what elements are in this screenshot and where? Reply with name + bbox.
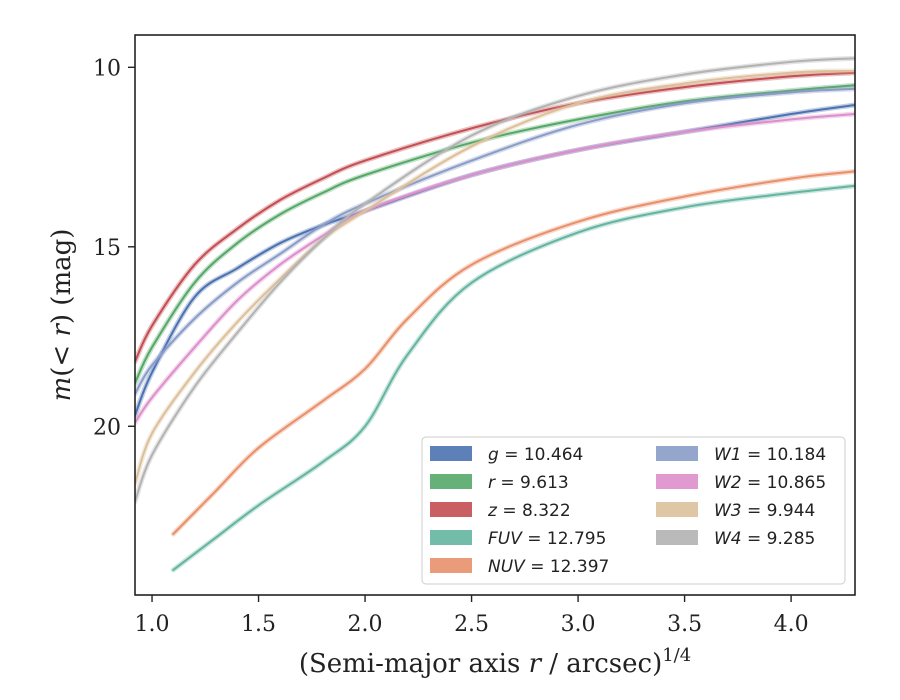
legend-label-w1: W1 = 10.184 [714,445,826,465]
legend-swatch-w2 [656,474,698,489]
legend-swatch-w3 [656,502,698,517]
ticks-layer: 1.0 1.5 2.0 2.5 3.0 3.5 4.0 10 15 20 [93,56,809,637]
legend-swatch-w1 [656,446,698,461]
legend-swatch-z [430,502,472,517]
x-tick-label: 1.5 [241,612,276,637]
legend-label-w2: W2 = 10.865 [714,473,826,493]
x-tick-label: 1.0 [135,612,170,637]
legend-label-w3: W3 = 9.944 [714,501,815,521]
series-line-nuv [172,170,855,535]
plot-frame [134,34,856,596]
x-axis-label: (Semi-major axis r / arcsec)1/4 [299,645,691,679]
legend-swatch-fuv [430,530,472,545]
legend-label-fuv: FUV = 12.795 [488,529,606,549]
legend-swatch-nuv [430,558,472,573]
x-tick-label: 2.0 [348,612,383,637]
series-line-fuv [172,184,855,571]
x-tick-label: 3.0 [561,612,596,637]
series-line-w3 [135,69,855,485]
legend: g = 10.464 r = 9.613 z = 8.322 FUV = 12.795… [421,436,846,585]
series-line-z [135,71,855,363]
legend-label-r: r = 9.613 [488,473,569,493]
legend-items: g = 10.464 r = 9.613 z = 8.322 FUV = 12.795… [430,445,826,577]
legend-swatch-w4 [656,530,698,545]
x-tick-label: 2.5 [454,612,489,637]
legend-swatch-r [430,474,472,489]
y-tick-label: 20 [93,415,121,440]
series-line-r [135,84,855,385]
legend-label-w4: W4 = 9.285 [714,529,815,549]
series-line-w4 [135,57,855,503]
legend-label-z: z = 8.322 [487,501,571,521]
legend-label-g: g = 10.464 [488,445,583,465]
series-layer [135,55,855,573]
y-tick-label: 10 [93,56,121,81]
x-tick-label: 3.5 [667,612,702,637]
legend-label-nuv: NUV = 12.397 [488,557,609,577]
y-axis-label: m(< r) (mag) [47,229,77,402]
x-tick-label: 4.0 [774,612,809,637]
series-band-r [135,82,855,386]
legend-swatch-g [430,446,472,461]
y-tick-label: 15 [93,236,121,261]
legend-box [421,436,846,585]
